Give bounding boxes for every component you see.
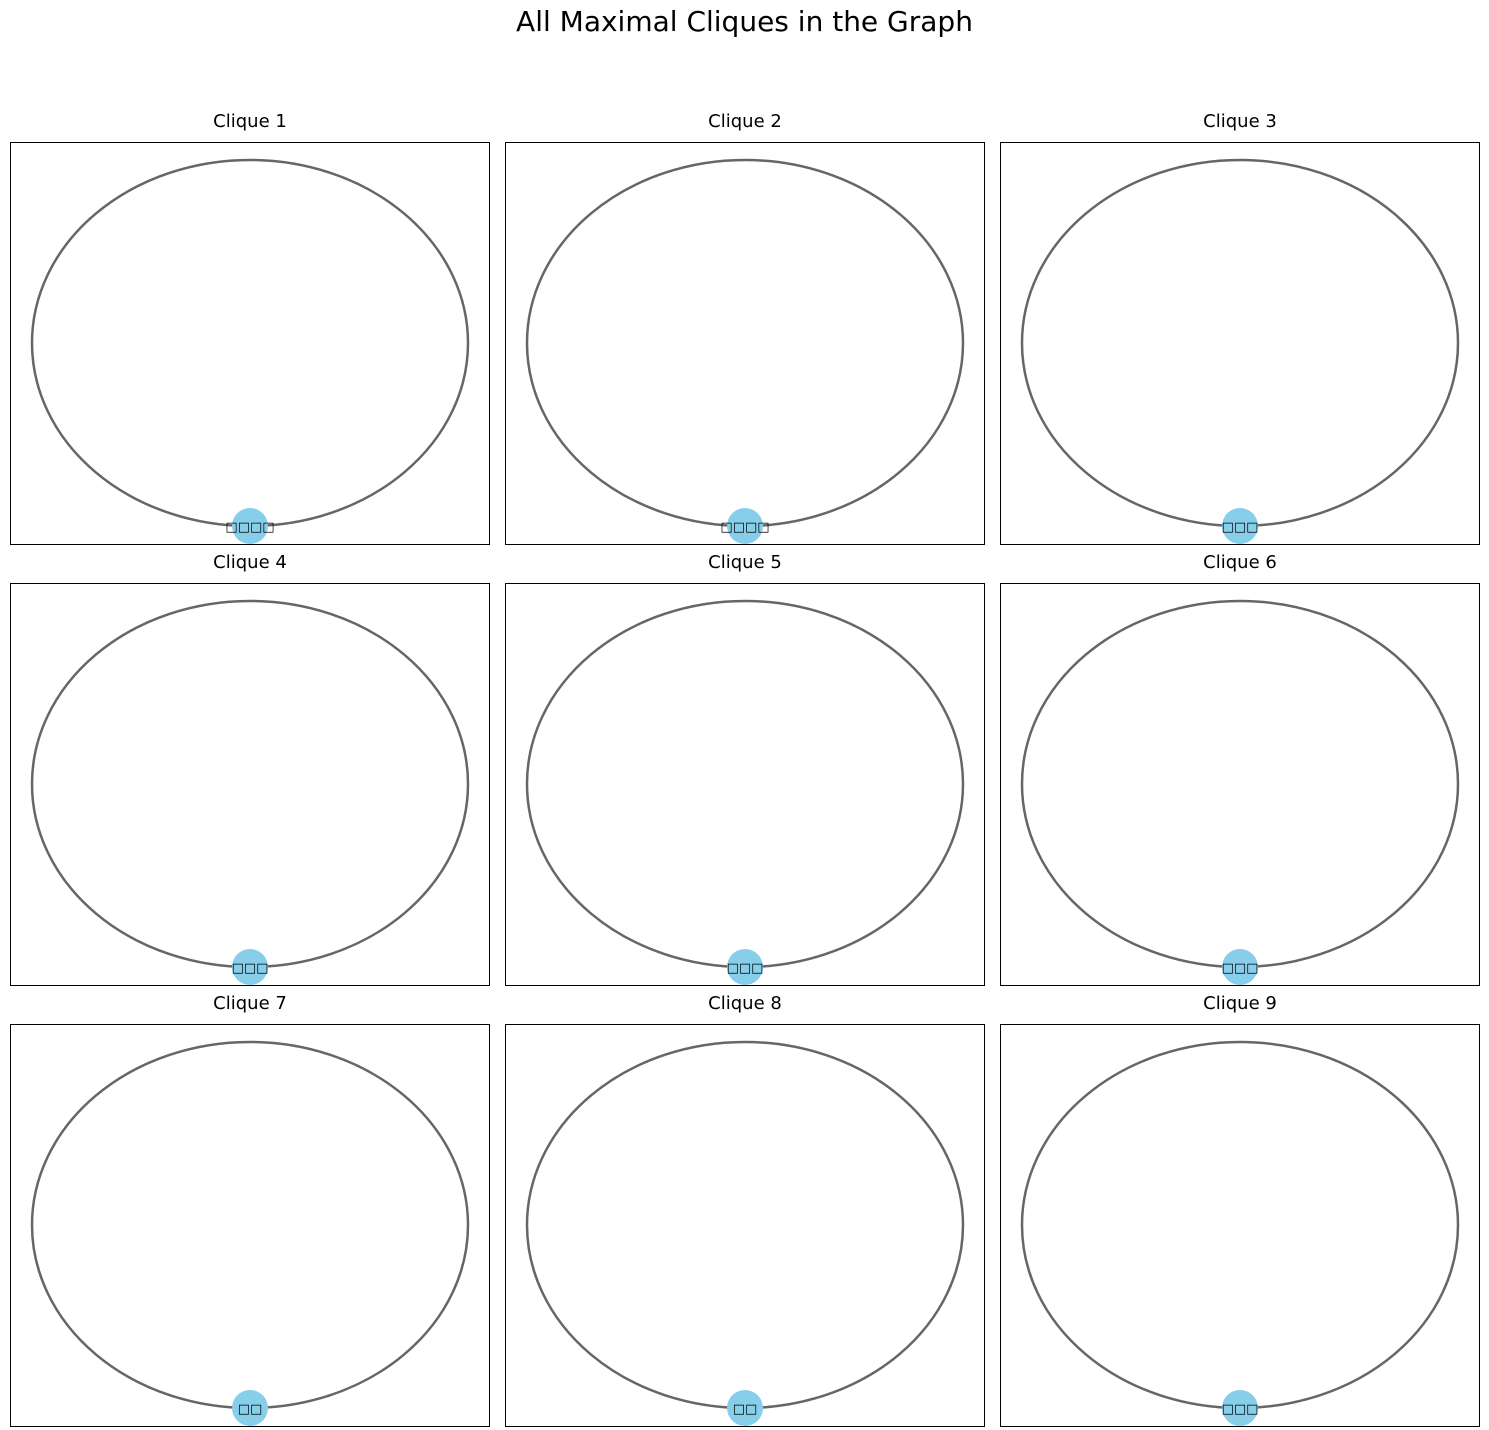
self-loop-edge <box>1020 1040 1460 1410</box>
graph-node <box>727 1390 763 1426</box>
self-loop-edge <box>1020 158 1460 528</box>
clique-panel-1: Clique 1 □□□□ <box>10 110 490 545</box>
graph-svg: □□□ <box>525 599 965 985</box>
clique-panel-9: Clique 9 □□□ <box>1000 992 1480 1427</box>
graph-canvas: □□□ <box>505 583 985 986</box>
panel-title: Clique 9 <box>1203 993 1277 1014</box>
node-label: □□□ <box>1222 520 1259 535</box>
clique-panel-5: Clique 5 □□□ <box>505 551 985 986</box>
graph-svg: □□ <box>525 1040 965 1426</box>
graph-canvas: □□□ <box>1000 1024 1480 1427</box>
clique-panel-4: Clique 4 □□□ <box>10 551 490 986</box>
figure-title: All Maximal Cliques in the Graph <box>516 5 973 38</box>
graph-svg: □□□ <box>1020 158 1460 544</box>
graph-canvas: □□ <box>505 1024 985 1427</box>
graph-svg: □□□ <box>1020 599 1460 985</box>
graph-svg: □□ <box>30 1040 470 1426</box>
graph-svg: □□□□ <box>30 158 470 544</box>
graph-svg: □□□ <box>1020 1040 1460 1426</box>
self-loop-edge <box>1020 599 1460 969</box>
panel-title: Clique 6 <box>1203 552 1277 573</box>
graph-canvas: □□ <box>10 1024 490 1427</box>
graph-node <box>232 1390 268 1426</box>
self-loop-edge <box>30 1040 470 1410</box>
panel-title: Clique 3 <box>1203 111 1277 132</box>
node-label: □□□ <box>232 961 269 976</box>
clique-panel-7: Clique 7 □□ <box>10 992 490 1427</box>
node-label: □□□□ <box>720 520 769 535</box>
clique-panel-8: Clique 8 □□ <box>505 992 985 1427</box>
graph-canvas: □□□ <box>1000 142 1480 545</box>
graph-node <box>1222 1390 1258 1426</box>
self-loop-edge <box>30 158 470 528</box>
graph-node <box>232 949 268 985</box>
self-loop-edge <box>525 158 965 528</box>
node-label: □□ <box>733 1402 758 1417</box>
panel-title: Clique 8 <box>708 993 782 1014</box>
self-loop-edge <box>525 1040 965 1410</box>
node-label: □□□□ <box>225 520 274 535</box>
node-label: □□ <box>238 1402 263 1417</box>
node-label: □□□ <box>1222 961 1259 976</box>
graph-node <box>727 508 763 544</box>
panel-title: Clique 5 <box>708 552 782 573</box>
panel-title: Clique 2 <box>708 111 782 132</box>
node-label: □□□ <box>727 961 764 976</box>
graph-canvas: □□□□ <box>505 142 985 545</box>
graph-node <box>1222 949 1258 985</box>
graph-node <box>1222 508 1258 544</box>
panel-title: Clique 1 <box>213 111 287 132</box>
clique-panel-2: Clique 2 □□□□ <box>505 110 985 545</box>
self-loop-edge <box>30 599 470 969</box>
panel-title: Clique 7 <box>213 993 287 1014</box>
graph-node <box>727 949 763 985</box>
graph-canvas: □□□ <box>1000 583 1480 986</box>
graph-canvas: □□□□ <box>10 142 490 545</box>
clique-panel-3: Clique 3 □□□ <box>1000 110 1480 545</box>
node-label: □□□ <box>1222 1402 1259 1417</box>
graph-svg: □□□□ <box>525 158 965 544</box>
clique-panel-6: Clique 6 □□□ <box>1000 551 1480 986</box>
panel-title: Clique 4 <box>213 552 287 573</box>
graph-node <box>232 508 268 544</box>
graph-svg: □□□ <box>30 599 470 985</box>
graph-canvas: □□□ <box>10 583 490 986</box>
self-loop-edge <box>525 599 965 969</box>
